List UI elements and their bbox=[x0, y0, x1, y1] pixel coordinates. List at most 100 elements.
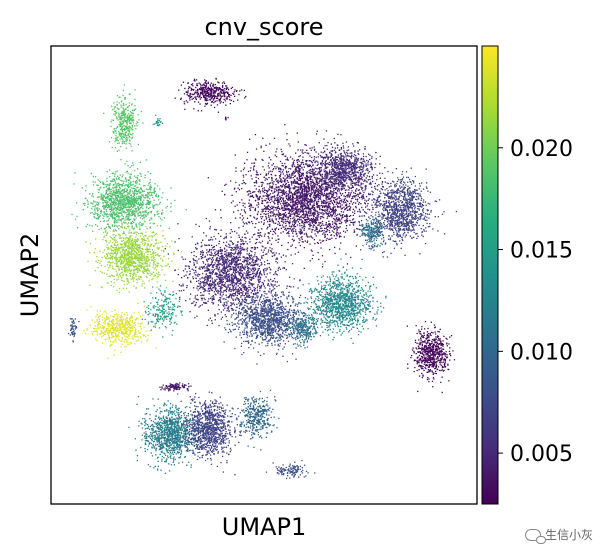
data-point bbox=[140, 251, 142, 253]
data-point bbox=[105, 312, 108, 314]
data-point bbox=[257, 199, 259, 201]
data-point bbox=[189, 92, 192, 95]
data-point bbox=[106, 185, 108, 187]
data-point bbox=[308, 212, 310, 214]
data-point bbox=[123, 128, 125, 130]
data-point bbox=[135, 248, 137, 250]
data-point bbox=[131, 320, 134, 322]
data-point bbox=[220, 96, 222, 98]
data-point bbox=[348, 196, 350, 198]
data-point bbox=[369, 231, 371, 234]
data-point bbox=[107, 327, 109, 330]
data-point bbox=[156, 225, 158, 227]
data-point bbox=[120, 195, 122, 197]
data-point bbox=[123, 204, 125, 206]
data-point bbox=[212, 83, 214, 85]
data-point bbox=[325, 170, 327, 173]
data-point bbox=[129, 329, 131, 332]
data-point bbox=[277, 202, 279, 204]
data-point bbox=[118, 248, 120, 250]
data-point bbox=[201, 86, 203, 88]
data-point bbox=[279, 191, 281, 194]
data-point bbox=[314, 219, 316, 222]
data-point bbox=[122, 327, 124, 329]
data-point bbox=[146, 263, 148, 265]
data-point bbox=[116, 325, 118, 327]
data-point bbox=[148, 188, 151, 190]
data-point bbox=[135, 333, 137, 335]
data-point bbox=[298, 179, 301, 181]
data-point bbox=[277, 199, 279, 201]
data-point bbox=[147, 244, 150, 246]
data-point bbox=[333, 222, 335, 224]
data-point bbox=[112, 109, 114, 111]
data-point bbox=[103, 334, 105, 336]
data-point bbox=[138, 250, 140, 252]
data-point bbox=[104, 322, 106, 324]
data-point bbox=[152, 321, 154, 323]
data-point bbox=[118, 114, 120, 116]
data-point bbox=[136, 245, 138, 247]
data-point bbox=[164, 325, 167, 328]
data-point bbox=[149, 194, 151, 197]
data-point bbox=[125, 215, 128, 217]
data-point bbox=[121, 125, 124, 127]
data-point bbox=[116, 289, 118, 292]
data-point bbox=[123, 198, 125, 200]
data-point bbox=[121, 141, 123, 143]
data-point bbox=[109, 183, 111, 185]
data-point bbox=[82, 209, 84, 211]
data-point bbox=[216, 95, 218, 98]
data-point bbox=[342, 200, 345, 203]
data-point bbox=[300, 203, 302, 205]
data-point bbox=[136, 203, 138, 205]
data-point bbox=[325, 195, 327, 197]
data-point bbox=[116, 191, 118, 194]
data-point bbox=[124, 250, 126, 252]
data-point bbox=[321, 224, 323, 227]
data-point bbox=[342, 193, 344, 195]
data-point bbox=[115, 208, 117, 210]
data-point bbox=[155, 122, 157, 124]
data-point bbox=[96, 261, 99, 264]
data-point bbox=[128, 232, 130, 234]
data-point bbox=[118, 112, 120, 114]
data-point bbox=[106, 201, 109, 203]
data-point bbox=[100, 260, 102, 262]
data-point bbox=[296, 232, 298, 235]
data-point bbox=[107, 333, 109, 335]
data-point bbox=[125, 236, 127, 239]
data-point bbox=[99, 323, 101, 325]
data-point bbox=[333, 231, 335, 233]
data-point bbox=[225, 118, 227, 120]
data-point bbox=[119, 207, 121, 209]
data-point bbox=[118, 256, 120, 259]
data-point bbox=[110, 180, 112, 182]
data-point bbox=[205, 95, 208, 97]
data-point bbox=[356, 141, 358, 144]
data-point bbox=[143, 253, 146, 255]
data-point bbox=[128, 200, 130, 202]
data-point bbox=[227, 116, 229, 119]
data-point bbox=[117, 317, 119, 319]
data-point bbox=[359, 197, 361, 199]
data-point bbox=[141, 194, 143, 196]
data-point bbox=[168, 306, 170, 309]
data-point bbox=[118, 287, 121, 290]
data-point bbox=[124, 135, 126, 137]
data-point bbox=[117, 195, 119, 198]
data-point bbox=[131, 165, 133, 167]
data-point bbox=[217, 94, 219, 96]
data-point bbox=[121, 277, 123, 279]
data-point bbox=[335, 237, 337, 240]
data-point bbox=[334, 252, 336, 255]
data-point bbox=[73, 334, 76, 336]
data-point bbox=[118, 326, 120, 328]
data-point bbox=[102, 198, 104, 200]
data-point bbox=[300, 232, 303, 234]
data-point bbox=[123, 191, 126, 194]
data-point bbox=[131, 244, 133, 246]
data-point bbox=[170, 187, 172, 189]
data-point bbox=[117, 248, 119, 250]
data-point bbox=[103, 328, 105, 330]
